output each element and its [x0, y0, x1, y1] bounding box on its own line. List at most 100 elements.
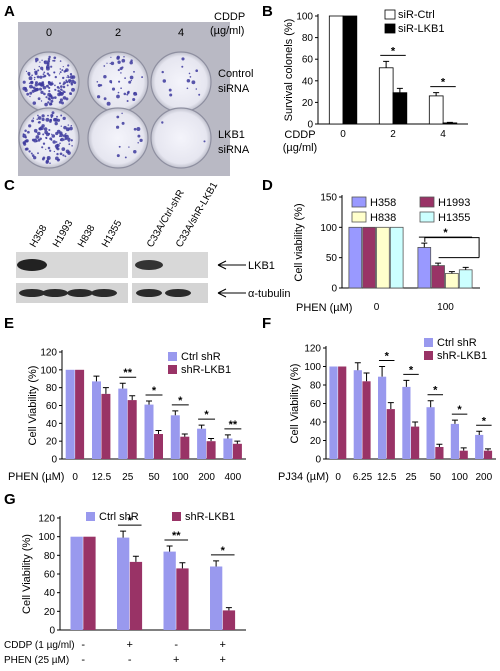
colony-dot — [181, 57, 185, 61]
bar-h838 — [376, 226, 390, 289]
bar-h1355 — [389, 226, 404, 289]
colony-dot — [57, 89, 60, 93]
colony-dot — [47, 97, 51, 100]
bar-shr-lkb1 — [338, 366, 347, 459]
x-tick-label: 200 — [198, 472, 215, 483]
error-bar — [435, 262, 442, 266]
bar-shr-lkb1 — [206, 441, 216, 459]
panel-letter-e: E — [4, 315, 14, 332]
colony-dot — [25, 139, 29, 143]
bar-ctrl-shr — [163, 551, 176, 630]
error-bar — [234, 440, 241, 444]
colony-dot — [103, 74, 107, 79]
error-bar — [198, 424, 205, 429]
colony-dot — [59, 68, 62, 70]
colony-dot — [64, 132, 67, 135]
y-tick-label: 20 — [46, 437, 58, 448]
y-axis-label: Cell viability (%) — [293, 203, 305, 281]
colony-dot — [49, 82, 53, 86]
error-bar — [102, 387, 109, 394]
colony-dot — [31, 74, 33, 77]
colony-dot — [59, 98, 63, 102]
colony-dot — [63, 91, 65, 93]
y-tick-label: 120 — [38, 514, 55, 525]
colony-dot — [68, 81, 71, 84]
significance-mark: * — [441, 77, 446, 89]
legend-label: Ctrl shR — [99, 511, 139, 523]
band-label-lkb1-text: LKB1 — [248, 260, 275, 272]
error-bar — [421, 242, 428, 248]
colony-dot — [23, 141, 26, 145]
bar-shr-lkb1 — [483, 450, 493, 459]
colony-dot — [33, 88, 37, 93]
colony-dot — [41, 114, 45, 118]
error-bar — [363, 372, 370, 382]
colony-dot — [55, 156, 59, 161]
colony-dot — [57, 92, 61, 97]
colony-dot — [203, 140, 206, 143]
colony-dot — [161, 121, 164, 124]
error-bar — [129, 395, 136, 401]
bar-sir-lkb1 — [342, 15, 358, 125]
colony-dot — [28, 150, 31, 153]
colony-dot — [65, 80, 69, 84]
colony-dot — [129, 75, 134, 80]
error-bar — [451, 419, 458, 424]
colony-dot — [30, 80, 34, 84]
colony-dot — [69, 75, 74, 79]
x-tick-label: 0 — [72, 472, 78, 483]
error-bar — [146, 400, 153, 405]
y-axis-label: Cell Viability (%) — [289, 364, 301, 444]
condition-mark: + — [220, 654, 226, 666]
y-tick-label: 100 — [296, 12, 313, 23]
y-tick-label: 40 — [310, 418, 322, 429]
bar-h1993 — [431, 265, 445, 289]
colony-dot — [59, 60, 62, 62]
colony-dot — [60, 137, 64, 142]
significance-mark: * — [409, 364, 414, 376]
colony-dot — [71, 87, 75, 92]
bar-ctrl-shr — [92, 381, 101, 459]
error-bar — [460, 447, 467, 451]
colony-dot — [69, 126, 73, 131]
colony-dot — [48, 74, 51, 77]
legend-swatch — [168, 365, 177, 374]
colony-dot — [191, 80, 196, 85]
colony-dot — [54, 84, 56, 87]
colony-dot — [106, 101, 111, 106]
bar-ctrl-shr — [402, 386, 411, 459]
colony-dot — [56, 152, 59, 156]
colony-dot — [63, 139, 65, 141]
colony-dot — [133, 127, 137, 131]
legend-label: siR-Ctrl — [398, 9, 435, 21]
colony-dot — [67, 76, 70, 79]
x-axis-label: PHEN (µM) — [8, 471, 64, 483]
colony-dot — [37, 131, 41, 136]
bar-h1355 — [458, 269, 473, 289]
colony-dot — [68, 143, 71, 146]
x-tick-label: 50 — [148, 472, 160, 483]
significance-mark: * — [128, 515, 133, 527]
bar-ctrl-shr — [70, 536, 83, 630]
colony-dot — [46, 72, 50, 75]
significance-mark: * — [204, 409, 209, 421]
culture-dish — [150, 51, 212, 113]
colony-dot — [52, 140, 56, 144]
condition-mark: - — [174, 639, 178, 651]
error-bar — [433, 92, 440, 96]
x-axis-label: CDDP — [284, 129, 315, 141]
colony-dot — [46, 156, 51, 160]
bar-shr-lkb1 — [176, 568, 189, 630]
colony-dot — [70, 93, 72, 95]
bar-ctrl-shr — [144, 404, 154, 459]
colony-dot — [47, 57, 51, 61]
colony-dot — [47, 101, 50, 104]
colony-dot — [40, 66, 44, 70]
colony-dot — [51, 114, 54, 117]
colony-dot — [62, 65, 64, 68]
colony-dot — [22, 133, 25, 136]
y-tick-label: 80 — [46, 383, 58, 394]
bar-h358 — [417, 246, 432, 289]
colony-dot — [66, 76, 68, 78]
